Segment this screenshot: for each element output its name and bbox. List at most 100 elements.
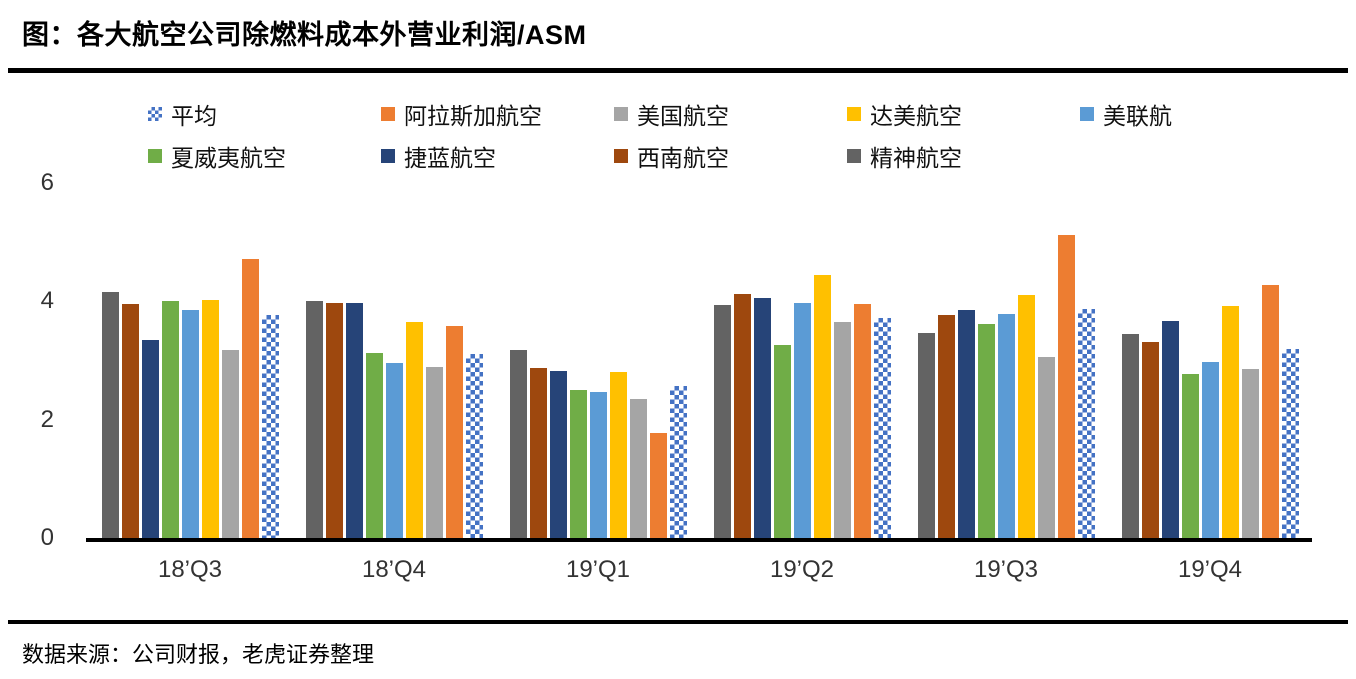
bar-average [465, 354, 483, 538]
x-axis-labels: 18’Q3 18’Q4 19’Q1 19’Q2 19’Q3 19’Q4 [88, 556, 1312, 584]
legend-label-american-airlines: 美国航空 [637, 103, 729, 129]
bar-american-airlines [1037, 356, 1055, 538]
bar-delta-airlines [609, 371, 627, 538]
legend-item-jetblue-airways: 捷蓝航空 [381, 139, 614, 173]
bar-southwest-airlines [1141, 341, 1159, 538]
bar-average [873, 317, 891, 538]
bar-jetblue-airways [753, 298, 771, 538]
bar-jetblue-airways [549, 370, 567, 538]
legend-swatch-average [148, 107, 162, 121]
bar-alaska-airlines [853, 304, 871, 538]
legend-item-hawaiian-airlines: 夏威夷航空 [148, 139, 381, 173]
x-axis-line [86, 538, 1312, 542]
bar-jetblue-airways [1161, 320, 1179, 538]
bar-southwest-airlines [937, 314, 955, 538]
bar-spirit-airlines [305, 301, 323, 538]
x-tick-3: 19’Q2 [769, 556, 835, 583]
bar-united-airlines [589, 391, 607, 538]
x-tick-5: 19’Q4 [1177, 556, 1243, 583]
legend-label-delta-airlines: 达美航空 [870, 103, 962, 129]
bar-hawaiian-airlines [773, 344, 791, 538]
legend-label-spirit-airlines: 精神航空 [870, 145, 962, 171]
legend-swatch-jetblue-airways [381, 149, 395, 163]
plot-area [88, 183, 1312, 538]
y-tick-4: 4 [40, 287, 54, 315]
legend-item-alaska-airlines: 阿拉斯加航空 [381, 97, 614, 131]
bar-hawaiian-airlines [569, 390, 587, 538]
legend-swatch-united-airlines [1080, 107, 1094, 121]
legend-swatch-american-airlines [614, 107, 628, 121]
bar-united-airlines [1201, 362, 1219, 538]
bar-hawaiian-airlines [365, 352, 383, 538]
bar-hawaiian-airlines [977, 323, 995, 538]
y-tick-2: 2 [40, 405, 54, 433]
bar-jetblue-airways [141, 339, 159, 538]
bar-average [1077, 309, 1095, 538]
bar-hawaiian-airlines [1181, 373, 1199, 538]
bar-united-airlines [385, 363, 403, 538]
legend-item-delta-airlines: 达美航空 [847, 97, 1080, 131]
bar-jetblue-airways [957, 310, 975, 538]
legend-item-american-airlines: 美国航空 [614, 97, 847, 131]
bar-alaska-airlines [241, 258, 259, 538]
bar-group-1 [292, 183, 496, 538]
x-tick-4: 19’Q3 [973, 556, 1039, 583]
legend-item-southwest-airlines: 西南航空 [614, 139, 847, 173]
legend-swatch-alaska-airlines [381, 107, 395, 121]
bar-american-airlines [425, 367, 443, 538]
bar-delta-airlines [405, 322, 423, 538]
bar-united-airlines [181, 310, 199, 538]
bar-delta-airlines [201, 299, 219, 538]
bar-group-5 [1108, 183, 1312, 538]
bar-united-airlines [997, 314, 1015, 538]
bar-group-4 [904, 183, 1108, 538]
footer-divider [8, 620, 1348, 624]
bar-spirit-airlines [509, 349, 527, 538]
bar-american-airlines [221, 349, 239, 538]
bar-delta-airlines [1017, 295, 1035, 538]
legend-label-average: 平均 [171, 103, 217, 129]
bar-delta-airlines [1221, 306, 1239, 538]
bar-group-0 [88, 183, 292, 538]
bar-average [261, 314, 279, 538]
bar-alaska-airlines [445, 326, 463, 538]
bar-jetblue-airways [345, 302, 363, 538]
bar-hawaiian-airlines [161, 301, 179, 538]
legend-label-southwest-airlines: 西南航空 [637, 145, 729, 171]
chart-legend: 平均 阿拉斯加航空 美国航空 达美航空 美联航夏威夷航空 捷蓝航空 西南航空 精神航空 [148, 97, 1313, 173]
bar-american-airlines [833, 322, 851, 538]
legend-swatch-delta-airlines [847, 107, 861, 121]
bar-spirit-airlines [713, 305, 731, 538]
legend-item-united-airlines: 美联航 [1080, 97, 1313, 131]
legend-label-united-airlines: 美联航 [1103, 103, 1172, 129]
legend-swatch-southwest-airlines [614, 149, 628, 163]
bar-average [1281, 349, 1299, 538]
bar-american-airlines [629, 398, 647, 538]
y-tick-0: 0 [40, 524, 54, 551]
bar-spirit-airlines [917, 332, 935, 538]
page-title: 图：各大航空公司除燃料成本外营业利润/ASM [22, 20, 587, 50]
legend-label-jetblue-airways: 捷蓝航空 [404, 145, 496, 171]
bar-southwest-airlines [733, 294, 751, 538]
bar-southwest-airlines [529, 367, 547, 538]
bar-delta-airlines [813, 274, 831, 538]
legend-swatch-spirit-airlines [847, 149, 861, 163]
source-note: 数据来源：公司财报，老虎证券整理 [22, 642, 375, 667]
legend-label-hawaiian-airlines: 夏威夷航空 [171, 145, 286, 171]
x-tick-2: 19’Q1 [565, 556, 631, 583]
bar-alaska-airlines [1261, 284, 1279, 538]
bar-average [669, 385, 687, 538]
bar-spirit-airlines [101, 292, 119, 538]
bar-southwest-airlines [121, 304, 139, 538]
legend-swatch-hawaiian-airlines [148, 149, 162, 163]
bar-southwest-airlines [325, 303, 343, 538]
legend-item-spirit-airlines: 精神航空 [847, 139, 1080, 173]
bar-group-3 [700, 183, 904, 538]
legend-label-alaska-airlines: 阿拉斯加航空 [404, 103, 542, 129]
bar-american-airlines [1241, 368, 1259, 538]
bar-group-2 [496, 183, 700, 538]
title-divider [8, 68, 1348, 73]
x-tick-1: 18’Q4 [361, 556, 427, 583]
bar-alaska-airlines [649, 433, 667, 538]
